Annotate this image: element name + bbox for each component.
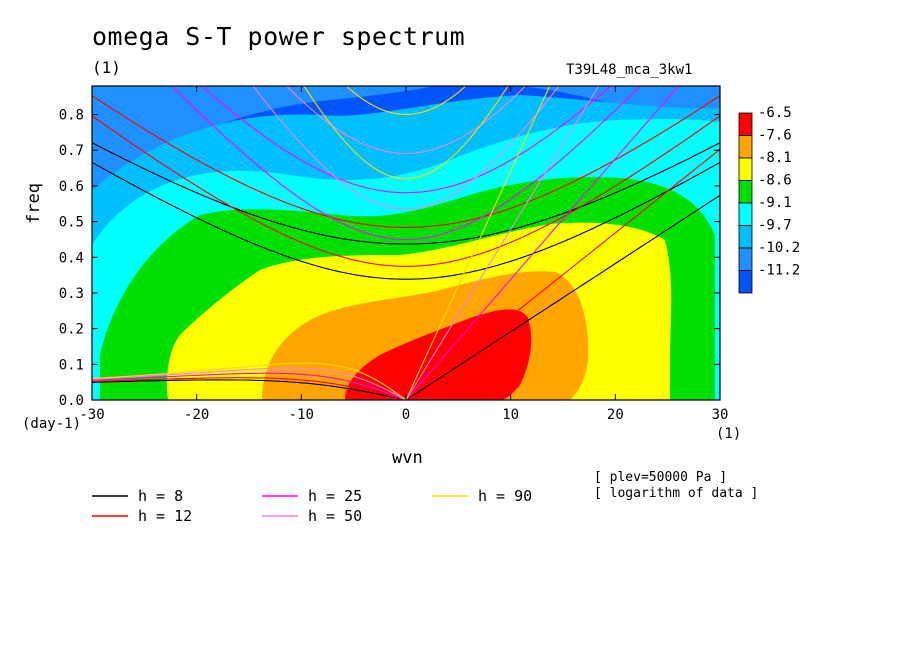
chart-title: omega S-T power spectrum [92,22,466,51]
y-tick-label: 0.5 [59,215,84,231]
colorbar-swatch [738,225,753,249]
curve-ig2-h90 [345,86,467,115]
colorbar-swatch [738,180,753,204]
x-tick-label: -30 [79,407,104,423]
curve-kelvin-h90 [405,86,551,400]
run-label: T39L48_mca_3kw1 [566,62,693,78]
curve-rossby-h8 [92,379,407,400]
colorbar-label: -8.1 [758,150,792,166]
curve-rossby-h90 [92,362,407,400]
curve-ig1-h90 [303,86,509,180]
x-tick-label: -20 [184,407,209,423]
note-logarithm: [ logarithm of data ] [594,486,759,501]
curve-kelvin-h8 [405,194,720,400]
x-tick-label: 0 [402,407,410,423]
field-level-7 [92,86,720,190]
colorbar-swatch [738,270,753,294]
colorbar-label: -10.2 [758,240,800,256]
curve-ig1-h50 [252,86,560,210]
legend-label: h = 12 [138,507,192,525]
colorbar-swatch [738,157,753,181]
colorbar-label: -11.2 [758,263,800,279]
y-tick-label: 0.3 [59,286,84,302]
curve-rossby-h25 [92,372,407,400]
curve-ig2-h12 [92,95,720,228]
x-tick-label: 10 [502,407,519,423]
curve-kelvin-h50 [405,86,600,400]
x-tick-label: 30 [712,407,729,423]
curve-ig2-h50 [285,86,527,155]
legend-label: h = 8 [138,487,183,505]
curve-ig2-h25 [200,86,612,194]
legend-label: h = 90 [478,487,532,505]
y-tick-label: 0.0 [59,393,84,409]
curve-rossby-h50 [92,367,407,400]
colorbar-swatch [738,112,753,136]
curve-ig2-h8 [92,142,720,245]
colorbar-label: -8.6 [758,173,792,189]
dispersion-curves [92,86,720,400]
contour-fields [92,86,720,400]
field-level-1 [345,309,532,400]
curve-kelvin-h25 [405,86,680,400]
colorbar-label: -6.5 [758,105,792,121]
colorbar-swatch [738,135,753,159]
y-tick-label: 0.4 [59,250,84,266]
curve-ig1-h25 [171,86,641,240]
curve-rossby-h12 [92,377,407,400]
colorbar-swatch [738,247,753,271]
legend-label: h = 25 [308,487,362,505]
colorbar-label: -9.1 [758,195,792,211]
y-tick-label: 0.8 [59,108,84,124]
colorbar-swatch [738,202,753,226]
colorbar-label: -9.7 [758,218,792,234]
curve-ig1-h8 [92,161,720,280]
x-unit-label: (1) [716,426,742,442]
axes: -30 -20 -10 0 10 20 30 0.0 0.1 0.2 0.3 0.4 0.5 0.6 0.7… [59,86,729,423]
x-tick-label: 20 [607,407,624,423]
colorbar: -6.5 -7.6 -8.1 -8.6 -9.1 -9.7 -10.2 -11.2 [738,105,800,294]
x-tick-label: -10 [289,407,314,423]
colorbar-label: -7.6 [758,128,792,144]
y-tick-label: 0.2 [59,322,84,338]
note-plev: [ plev=50000 Pa ] [594,470,728,485]
y-tick-label: 0.1 [59,357,84,373]
chart-subtitle: (1) [92,58,121,77]
y-tick-label: 0.7 [59,143,84,159]
x-axis-label: wvn [392,448,423,468]
y-unit-label: (day-1) [22,416,82,432]
curve-ig1-h12 [92,115,720,267]
legend: h = 8 h = 12 h = 25 h = 50 h = 90 [92,487,532,525]
legend-label: h = 50 [308,507,362,525]
y-tick-label: 0.6 [59,179,84,195]
curve-kelvin-h12 [405,148,720,400]
